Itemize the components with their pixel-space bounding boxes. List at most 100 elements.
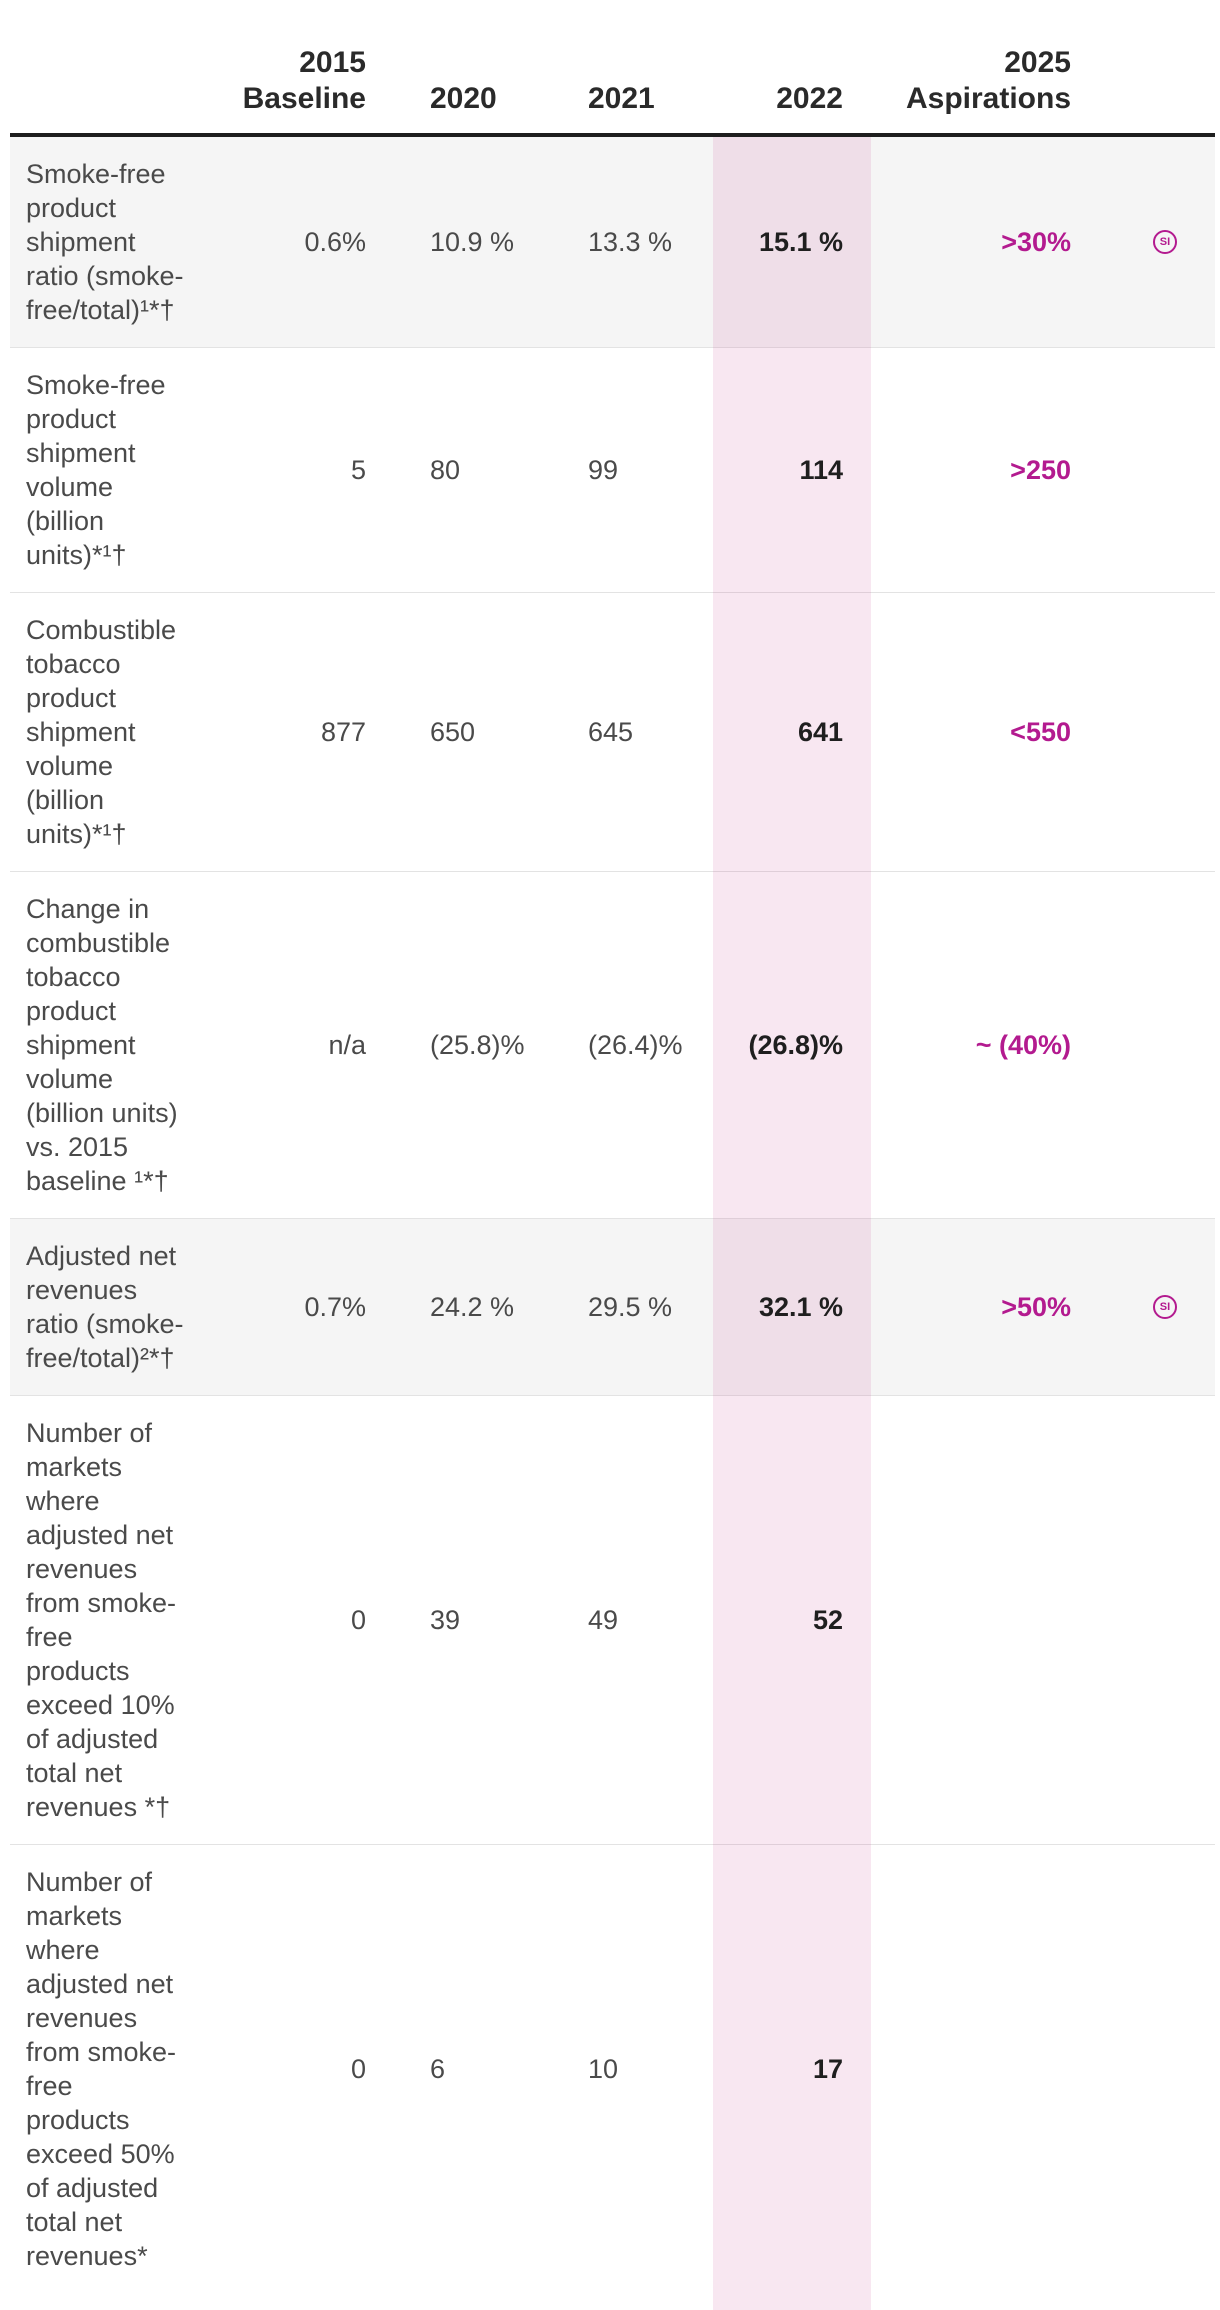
row-label-line: from smoke- <box>26 1588 177 1618</box>
row-label-line: revenues <box>26 1554 138 1584</box>
header-2015-year: 2015 <box>299 46 366 79</box>
row-label-line: ratio (smoke- <box>26 1309 184 1339</box>
value-2015: 0.6% <box>304 227 366 257</box>
value-2021: (26.4)% <box>588 1030 683 1060</box>
row-label-line: exceed 10% <box>26 1690 175 1720</box>
row-label: Adjusted net revenues ratio (smoke-free/to… <box>10 1219 196 1395</box>
value-2021: 29.5 % <box>588 1292 673 1322</box>
row-label-line: (billion units) <box>26 1098 178 1128</box>
row-label-line: Smoke-free <box>26 159 166 189</box>
header-2025-aspirations-label: Aspirations <box>905 82 1071 115</box>
row-label-line: free/total)²*† <box>26 1343 175 1373</box>
value-2020: 39 <box>430 1605 461 1635</box>
row-label-line: volume <box>26 751 114 781</box>
value-2021: 13.3 % <box>588 227 673 257</box>
value-2022: 32.1 % <box>758 1292 843 1322</box>
header-2015-baseline-label: Baseline <box>242 82 366 115</box>
value-2021: 10 <box>588 2054 619 2084</box>
header-2020-label: 2020 <box>430 82 497 115</box>
row-label-line: (billion <box>26 785 105 815</box>
value-2025-aspiration: ~ (40%) <box>975 1030 1071 1060</box>
value-2021: 49 <box>588 1605 619 1635</box>
header-2022-label: 2022 <box>776 82 843 115</box>
table-header: 2015 Baseline 2020 2021 2022 2025 Aspira… <box>10 0 1215 137</box>
value-2021: 645 <box>588 717 634 747</box>
row-label-line: Smoke-free <box>26 370 166 400</box>
value-2015: 0 <box>350 1605 366 1635</box>
row-label-line: Adjusted net <box>26 1241 177 1271</box>
row-label-line: revenues* <box>26 2241 148 2271</box>
row-label-line: Number of <box>26 1867 153 1897</box>
header-2020: 2020 <box>430 81 497 117</box>
value-2025-aspiration: <550 <box>1010 717 1071 747</box>
row-label: Combustible tobacco product shipment volume (… <box>10 593 196 871</box>
table-row: Adjusted net revenues ratio (smoke-free/to… <box>10 1219 1215 1396</box>
row-label-line: baseline ¹*† <box>26 1166 169 1196</box>
row-label-line: where <box>26 1486 100 1516</box>
value-2020: 80 <box>430 455 461 485</box>
kpi-table: 2015 Baseline 2020 2021 2022 2025 Aspira… <box>10 0 1215 2310</box>
row-label: Smoke-free product shipment ratio (smoke-fr… <box>10 137 196 347</box>
row-label-line: of adjusted <box>26 1724 159 1754</box>
header-2021: 2021 <box>588 81 655 117</box>
row-label-line: free <box>26 2071 73 2101</box>
value-2015: 877 <box>320 717 366 747</box>
row-label-line: units)*¹† <box>26 540 127 570</box>
table-row: Combustible tobacco product shipment volume (… <box>10 593 1215 872</box>
table-row: Number of markets where adjusted net revenue… <box>10 1396 1215 1845</box>
value-2022: 52 <box>812 1605 843 1635</box>
value-2025-aspiration: >30% <box>1001 227 1071 257</box>
value-2022: 15.1 % <box>758 227 843 257</box>
value-2020: 650 <box>430 717 476 747</box>
row-label-line: markets <box>26 1901 123 1931</box>
value-2021: 99 <box>588 455 619 485</box>
row-label-line: product <box>26 683 117 713</box>
row-label-line: free/total)¹*† <box>26 295 175 325</box>
row-label-line: units)*¹† <box>26 819 127 849</box>
row-label-line: tobacco <box>26 962 121 992</box>
row-label-line: ratio (smoke- <box>26 261 184 291</box>
row-label-line: free <box>26 1622 73 1652</box>
row-label-line: (billion <box>26 506 105 536</box>
row-label-line: product <box>26 193 117 223</box>
row-label-line: Number of <box>26 1418 153 1448</box>
value-2022: 17 <box>812 2054 843 2084</box>
value-2015: n/a <box>328 1030 366 1060</box>
sustainability-indicator-icon: SI <box>1153 1295 1177 1319</box>
row-label-line: revenues <box>26 1275 138 1305</box>
value-2025-aspiration: >250 <box>1010 455 1071 485</box>
row-label-line: combustible <box>26 928 171 958</box>
row-label-line: revenues <box>26 2003 138 2033</box>
row-label-line: Combustible <box>26 615 177 645</box>
table-row: Smoke-free product shipment ratio (smoke-fr… <box>10 137 1215 348</box>
table-row: Number of markets where adjusted net revenue… <box>10 1845 1215 2293</box>
row-label-line: shipment <box>26 717 136 747</box>
row-label: Number of markets where adjusted net revenue… <box>10 1845 196 2293</box>
row-label-line: tobacco <box>26 649 121 679</box>
value-2020: 24.2 % <box>430 1292 515 1322</box>
row-label-line: total net <box>26 1758 123 1788</box>
row-label-line: shipment <box>26 438 136 468</box>
header-2025-year: 2025 <box>1004 46 1071 79</box>
row-label-line: where <box>26 1935 100 1965</box>
table-row: Smoke-free product shipment volume (billion u… <box>10 348 1215 593</box>
value-2020: (25.8)% <box>430 1030 525 1060</box>
row-label: Change in combustible tobacco product shipme… <box>10 872 196 1218</box>
value-2015: 0 <box>350 2054 366 2084</box>
row-label-line: total net <box>26 2207 123 2237</box>
header-2015-baseline: 2015 Baseline <box>243 45 366 117</box>
header-2022: 2022 <box>776 81 843 117</box>
row-label-line: products <box>26 2105 130 2135</box>
value-2020: 10.9 % <box>430 227 515 257</box>
row-label: Smoke-free product shipment volume (billion u… <box>10 348 196 592</box>
row-label-line: markets <box>26 1452 123 1482</box>
row-label-line: adjusted net <box>26 1969 174 1999</box>
table-body: Smoke-free product shipment ratio (smoke-fr… <box>10 137 1215 2293</box>
row-label-line: shipment <box>26 1030 136 1060</box>
value-2022: 641 <box>797 717 843 747</box>
value-2015: 0.7% <box>304 1292 366 1322</box>
row-label: Number of markets where adjusted net revenue… <box>10 1396 196 1844</box>
row-label-line: volume <box>26 472 114 502</box>
value-2020: 6 <box>430 2054 446 2084</box>
sustainability-indicator-icon: SI <box>1153 230 1177 254</box>
